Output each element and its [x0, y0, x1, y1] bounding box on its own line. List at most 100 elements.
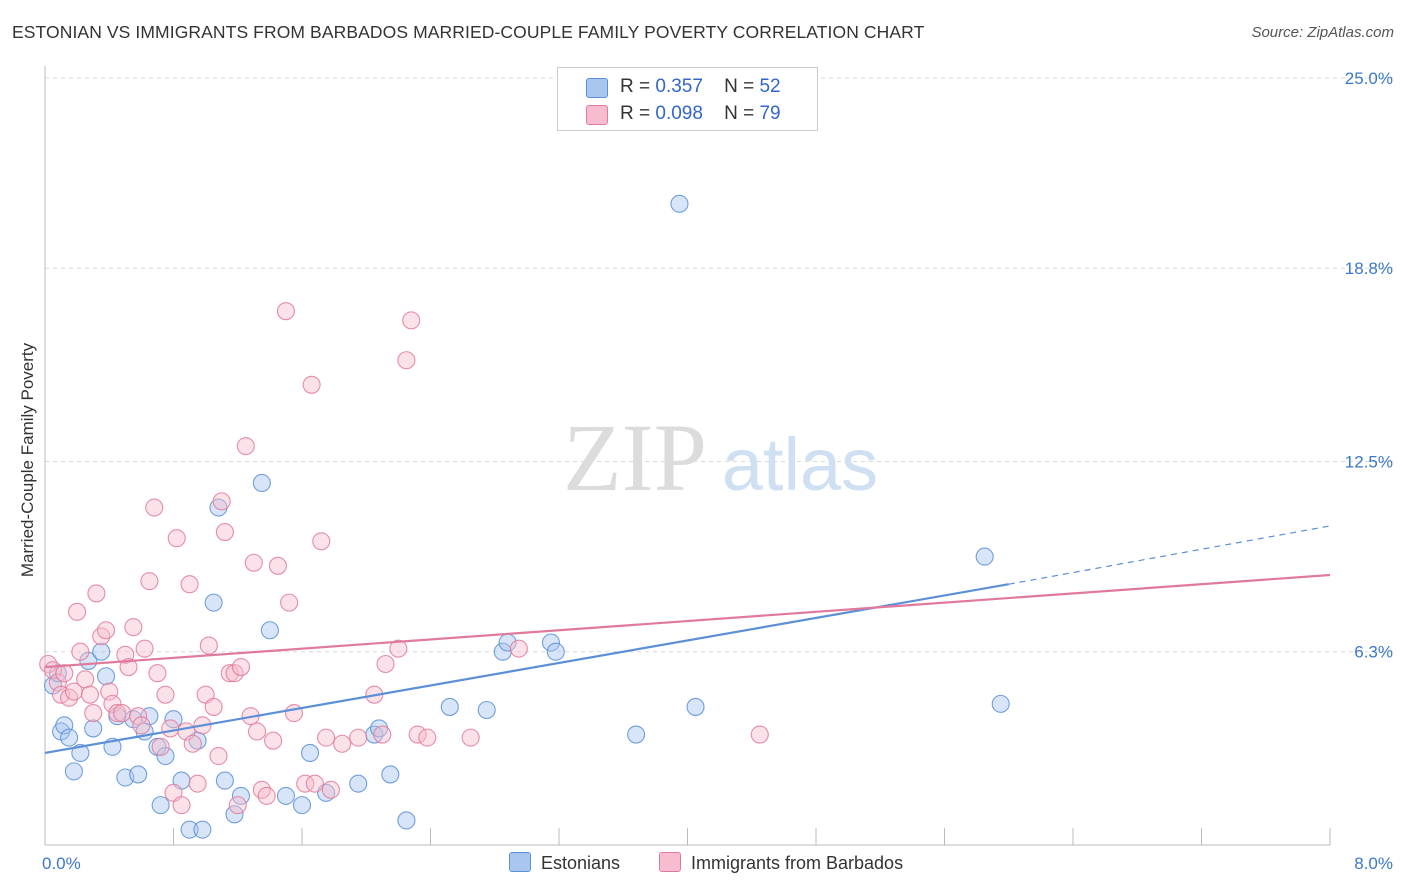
y-tick-label-1: 12.5%	[1345, 453, 1393, 472]
barbados-point-67	[349, 728, 368, 747]
n-value-barbados: 79	[759, 103, 781, 124]
barbados-point-8	[71, 642, 90, 661]
watermark-atlas: atlas	[722, 423, 878, 506]
barbados-point-70	[376, 654, 395, 674]
barbados-point-54	[257, 786, 276, 805]
estonians-point-9	[92, 642, 111, 661]
estonians-point-35	[300, 743, 320, 763]
barbados-point-0	[39, 654, 58, 674]
barbados-trend-line	[44, 573, 1331, 669]
barbados-swatch	[586, 105, 608, 125]
barbados-point-14	[96, 621, 116, 640]
barbados-point-74	[408, 725, 427, 744]
barbados-point-36	[183, 734, 202, 753]
barbados-point-7	[68, 602, 87, 621]
tick-labels: 6.3% 12.5% 18.8% 25.0% 0.0% 8.0%	[42, 69, 1393, 873]
barbados-point-69	[373, 725, 392, 744]
barbados-point-43	[212, 492, 231, 511]
barbados-point-60	[296, 774, 315, 793]
axes	[44, 66, 1331, 846]
barbados-point-20	[119, 658, 138, 677]
barbados-point-32	[167, 529, 186, 548]
estonians-point-37	[349, 774, 368, 793]
estonians-point-42	[440, 697, 459, 716]
barbados-point-4	[55, 664, 74, 683]
legend-item-estonians[interactable]: Estonians	[509, 852, 620, 874]
watermark-zip: ZIP	[563, 404, 707, 511]
n-label: N =	[724, 103, 755, 124]
n-label: N =	[724, 76, 755, 97]
r-value-barbados: 0.098	[655, 103, 703, 124]
barbados-point-51	[244, 553, 263, 572]
barbados-point-28	[151, 737, 170, 756]
estonians-point-5	[64, 762, 83, 781]
barbados-point-23	[132, 716, 151, 735]
data-points	[39, 194, 1010, 839]
r-value-estonians: 0.357	[655, 76, 703, 97]
estonians-trend-line	[44, 583, 1009, 755]
estonians-point-23	[180, 820, 199, 839]
estonians-point-43	[477, 700, 496, 720]
r-label: R =	[620, 76, 651, 97]
estonians-point-8	[84, 719, 103, 738]
chart-title: ESTONIAN VS IMMIGRANTS FROM BARBADOS MAR…	[12, 22, 925, 42]
barbados-point-57	[276, 302, 295, 321]
estonians-point-26	[204, 593, 223, 612]
barbados-point-29	[156, 685, 175, 704]
barbados-point-48	[231, 658, 251, 677]
estonians-point-28	[215, 771, 234, 790]
barbados-point-47	[228, 796, 247, 815]
estonians-point-50	[686, 697, 705, 716]
barbados-point-11	[84, 704, 103, 723]
barbados-point-16	[103, 694, 122, 713]
estonians-point-25	[193, 820, 212, 839]
barbados-point-17	[108, 704, 127, 723]
barbados-point-61	[302, 375, 321, 394]
barbados-point-56	[268, 556, 287, 575]
legend-item-barbados[interactable]: Immigrants from Barbados	[659, 852, 903, 874]
barbados-point-64	[317, 728, 336, 747]
barbados-point-21	[124, 618, 143, 637]
barbados-point-65	[321, 780, 340, 799]
barbados-point-27	[148, 664, 167, 683]
estonians-point-15	[129, 765, 148, 784]
barbados-point-58	[280, 593, 299, 612]
barbados-point-25	[140, 572, 159, 591]
estonians-point-6	[71, 743, 90, 763]
r-label: R =	[620, 103, 651, 124]
estonians-point-19	[151, 796, 170, 815]
barbados-point-18	[113, 704, 132, 723]
barbados-point-75	[418, 728, 437, 747]
estonians-point-33	[276, 786, 295, 805]
barbados-point-35	[180, 575, 199, 594]
barbados-point-59	[284, 704, 304, 723]
barbados-point-78	[750, 725, 769, 744]
y-tick-label-3: 25.0%	[1345, 69, 1393, 88]
barbados-point-42	[209, 746, 228, 766]
barbados-point-49	[236, 437, 255, 456]
estonians-point-1	[48, 664, 67, 683]
barbados-point-41	[204, 697, 223, 716]
estonians-swatch	[586, 78, 608, 98]
barbados-point-63	[312, 532, 331, 551]
barbados-point-33	[172, 796, 191, 815]
estonians-point-10	[96, 667, 116, 686]
barbados-point-12	[87, 584, 106, 603]
barbados-point-37	[188, 774, 207, 793]
legend-swatch-estonians	[509, 852, 531, 872]
barbados-point-76	[461, 728, 480, 747]
estonians-point-4	[60, 728, 79, 747]
estonians-trend-extension	[1008, 525, 1331, 585]
barbados-point-72	[397, 351, 416, 370]
barbados-point-9	[76, 670, 95, 689]
legend-label-estonians: Estonians	[541, 853, 621, 873]
barbados-point-53	[252, 780, 271, 799]
barbados-point-55	[264, 731, 283, 750]
estonians-point-34	[292, 796, 312, 815]
chart-source: Source: ZipAtlas.com	[1251, 24, 1394, 41]
barbados-point-10	[80, 685, 100, 704]
y-axis-label: Married-Couple Family Poverty	[18, 342, 37, 578]
barbados-point-45	[220, 664, 239, 683]
barbados-point-52	[247, 722, 267, 741]
